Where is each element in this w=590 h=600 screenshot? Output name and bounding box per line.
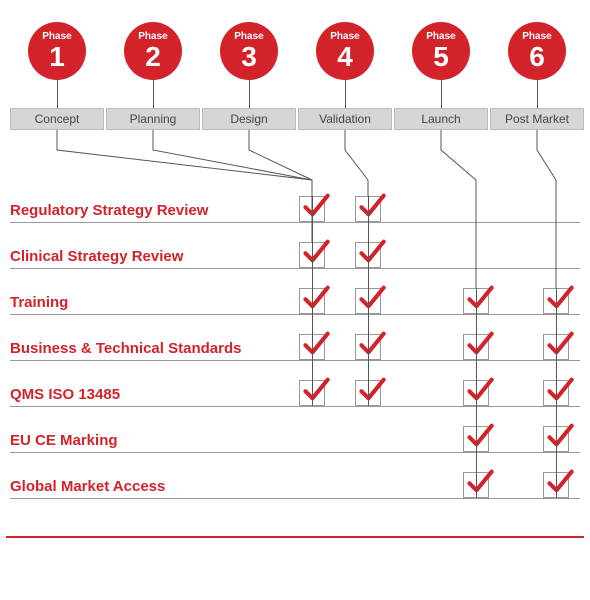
connector-3 [345,130,368,196]
phase-label: Phase [138,32,167,42]
stage-bar-0: Concept [10,108,104,130]
phase-circle-6: Phase6 [508,22,566,80]
row-label-3: Business & Technical Standards [10,340,241,357]
connector-1 [153,130,312,242]
phase-label: Phase [522,32,551,42]
phase-circle-1: Phase1 [28,22,86,80]
phase-number: 6 [529,43,545,71]
phase-number: 2 [145,43,161,71]
col-line-3 [368,196,369,406]
stage-bar-5: Post Market [490,108,584,130]
col-line-4 [476,288,477,498]
phase-number: 4 [337,43,353,71]
stage-bar-4: Launch [394,108,488,130]
connector-4 [441,130,476,288]
phase-drop-1 [153,80,154,108]
phase-circle-4: Phase4 [316,22,374,80]
connector-5 [537,130,556,288]
row-rule [10,406,580,407]
row-rule [10,498,580,499]
phase-number: 1 [49,43,65,71]
phase-drop-0 [57,80,58,108]
col-line-2 [312,196,313,406]
row-label-2: Training [10,294,68,311]
phase-matrix-diagram: ConceptPlanningDesignValidationLaunchPos… [0,0,590,600]
phase-circle-2: Phase2 [124,22,182,80]
phase-drop-5 [537,80,538,108]
connector-0 [57,130,312,196]
phase-circle-3: Phase3 [220,22,278,80]
col-line-5 [556,288,557,498]
row-label-6: Global Market Access [10,478,165,495]
stage-bar-3: Validation [298,108,392,130]
phase-drop-2 [249,80,250,108]
bottom-rule [6,536,584,538]
phase-drop-4 [441,80,442,108]
row-rule [10,222,580,223]
stage-bar-1: Planning [106,108,200,130]
stage-bar-2: Design [202,108,296,130]
phase-drop-3 [345,80,346,108]
phase-circle-5: Phase5 [412,22,470,80]
phase-number: 5 [433,43,449,71]
row-rule [10,314,580,315]
phase-label: Phase [330,32,359,42]
phase-label: Phase [234,32,263,42]
row-rule [10,452,580,453]
phase-number: 3 [241,43,257,71]
phase-label: Phase [42,32,71,42]
row-label-4: QMS ISO 13485 [10,386,120,403]
row-label-0: Regulatory Strategy Review [10,202,208,219]
row-label-5: EU CE Marking [10,432,118,449]
row-rule [10,360,580,361]
row-rule [10,268,580,269]
connector-layer [0,0,590,600]
connector-2 [249,130,312,196]
phase-label: Phase [426,32,455,42]
row-label-1: Clinical Strategy Review [10,248,183,265]
